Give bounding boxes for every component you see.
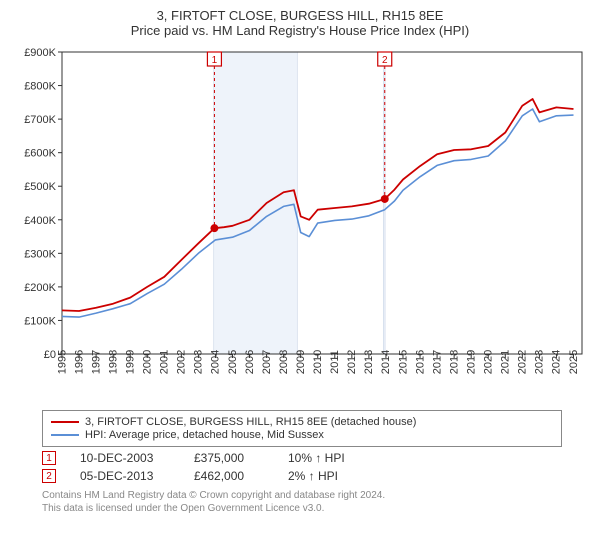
svg-text:2007: 2007 [261,350,273,374]
svg-text:2005: 2005 [227,350,239,374]
event-date-1: 10-DEC-2003 [80,451,170,465]
event-price-1: £375,000 [194,451,264,465]
svg-text:£300K: £300K [24,248,56,260]
svg-text:£200K: £200K [24,282,56,294]
svg-text:£600K: £600K [24,148,56,160]
event-marker-1: 1 [42,451,56,465]
legend-swatch-hpi [51,434,79,436]
sale-events-block: 1 10-DEC-2003 £375,000 10% ↑ HPI 2 05-DE… [42,451,590,483]
legend-label-property: 3, FIRTOFT CLOSE, BURGESS HILL, RH15 8EE… [85,416,416,428]
svg-text:2008: 2008 [278,350,290,374]
legend-row-property: 3, FIRTOFT CLOSE, BURGESS HILL, RH15 8EE… [51,416,553,428]
chart-title-line2: Price paid vs. HM Land Registry's House … [10,23,590,38]
svg-text:2022: 2022 [517,350,529,374]
svg-text:2017: 2017 [431,350,443,374]
svg-text:1996: 1996 [73,350,85,374]
svg-text:1999: 1999 [124,350,136,374]
chart-container: 3, FIRTOFT CLOSE, BURGESS HILL, RH15 8EE… [0,0,600,560]
svg-text:£100K: £100K [24,315,56,327]
svg-text:2021: 2021 [500,350,512,374]
svg-text:2006: 2006 [244,350,256,374]
legend-label-hpi: HPI: Average price, detached house, Mid … [85,429,324,441]
footnote-line2: This data is licensed under the Open Gov… [42,502,558,515]
svg-text:2023: 2023 [534,350,546,374]
svg-text:£700K: £700K [24,114,56,126]
svg-text:2009: 2009 [295,350,307,374]
svg-text:2025: 2025 [568,350,580,374]
svg-text:1997: 1997 [90,350,102,374]
svg-text:£0: £0 [44,349,56,361]
svg-text:2014: 2014 [380,350,392,374]
event-marker-2: 2 [42,469,56,483]
svg-text:1998: 1998 [107,350,119,374]
svg-text:£500K: £500K [24,181,56,193]
sale-event-2: 2 05-DEC-2013 £462,000 2% ↑ HPI [42,469,590,483]
svg-text:2003: 2003 [193,350,205,374]
chart-plot-area: £0 £100K £200K £300K £400K £500K £600K £700K £80… [10,44,590,404]
svg-text:2015: 2015 [397,350,409,374]
svg-text:2004: 2004 [210,350,222,374]
footnote: Contains HM Land Registry data © Crown c… [42,489,558,515]
event-price-2: £462,000 [194,469,264,483]
event-delta-1: 10% ↑ HPI [288,451,345,465]
svg-text:2012: 2012 [346,350,358,374]
svg-text:2018: 2018 [448,350,460,374]
svg-text:2016: 2016 [414,350,426,374]
svg-text:1: 1 [212,55,218,66]
legend-row-hpi: HPI: Average price, detached house, Mid … [51,429,553,441]
svg-text:2: 2 [382,55,388,66]
event-delta-2: 2% ↑ HPI [288,469,338,483]
svg-text:2024: 2024 [551,350,563,374]
svg-text:2010: 2010 [312,350,324,374]
chart-title-block: 3, FIRTOFT CLOSE, BURGESS HILL, RH15 8EE… [10,8,590,38]
footnote-line1: Contains HM Land Registry data © Crown c… [42,489,558,502]
svg-text:£800K: £800K [24,81,56,93]
svg-text:2001: 2001 [159,350,171,374]
svg-text:2013: 2013 [363,350,375,374]
line-chart-svg: £0 £100K £200K £300K £400K £500K £600K £700K £80… [10,44,590,404]
event-date-2: 05-DEC-2013 [80,469,170,483]
svg-text:£400K: £400K [24,215,56,227]
chart-title-line1: 3, FIRTOFT CLOSE, BURGESS HILL, RH15 8EE [10,8,590,23]
legend-swatch-property [51,421,79,423]
svg-text:2002: 2002 [176,350,188,374]
legend-box: 3, FIRTOFT CLOSE, BURGESS HILL, RH15 8EE… [42,410,562,447]
sale-event-1: 1 10-DEC-2003 £375,000 10% ↑ HPI [42,451,590,465]
svg-text:2000: 2000 [142,350,154,374]
svg-text:2020: 2020 [483,350,495,374]
svg-text:2019: 2019 [465,350,477,374]
svg-text:£900K: £900K [24,47,56,59]
